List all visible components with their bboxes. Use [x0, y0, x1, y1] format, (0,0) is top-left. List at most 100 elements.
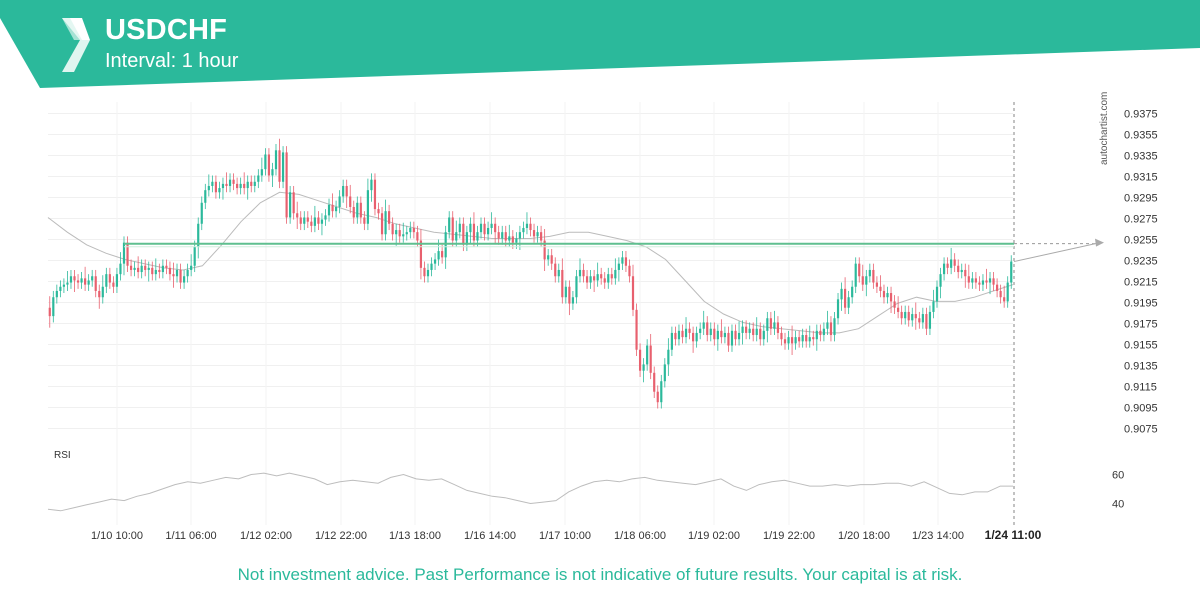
candle-body: [833, 318, 836, 336]
candle-body: [165, 265, 168, 268]
candle-body: [437, 251, 440, 260]
candle-body: [366, 190, 369, 224]
candle-body: [695, 332, 698, 342]
candle-body: [872, 269, 875, 283]
candle-body: [441, 251, 444, 258]
candle-body: [815, 330, 818, 340]
candle-body: [52, 297, 55, 317]
autochartist-logo-icon: [62, 18, 90, 72]
candle-body: [600, 274, 603, 279]
candle-body: [497, 232, 500, 239]
candle-body: [494, 223, 497, 233]
y-tick-label: 0.9315: [1124, 172, 1158, 184]
candle-body: [313, 217, 316, 226]
candle-body: [614, 269, 617, 279]
candle-body: [476, 232, 479, 241]
candle-body: [914, 314, 917, 319]
candle-body: [543, 240, 546, 260]
header-background: [0, 0, 1200, 88]
disclaimer-text: Not investment advice. Past Performance …: [237, 565, 963, 584]
y-tick-label: 0.9275: [1124, 214, 1158, 226]
candle-body: [568, 286, 571, 304]
candle-body: [762, 330, 765, 340]
candle-body: [1003, 297, 1006, 302]
candle-body: [253, 181, 256, 186]
candle-body: [137, 267, 140, 273]
candle-body: [575, 276, 578, 298]
moving-average-line: [47, 191, 1014, 334]
candle-body: [66, 282, 69, 285]
chart-grid: [48, 102, 1015, 526]
candle-body: [455, 232, 458, 241]
candle-body: [582, 269, 585, 277]
candle-body: [108, 274, 111, 283]
candle-body: [508, 236, 511, 241]
x-tick-label: 1/12 02:00: [240, 530, 292, 542]
candle-body: [105, 274, 108, 287]
candle-body: [939, 274, 942, 287]
candle-body: [334, 206, 338, 212]
candle-body: [713, 328, 716, 340]
candle-body: [550, 255, 553, 264]
y-tick-label: 0.9335: [1124, 151, 1158, 163]
candle-body: [172, 274, 175, 277]
candle-body: [999, 290, 1002, 298]
candle-body: [409, 227, 412, 233]
candle-body: [511, 236, 514, 243]
y-tick-label: 0.9375: [1124, 109, 1158, 121]
candle-body: [624, 257, 628, 266]
candle-body: [840, 288, 843, 300]
x-tick-label: 1/19 22:00: [763, 530, 815, 542]
candle-body: [741, 326, 744, 333]
candle-body: [638, 349, 642, 371]
candle-body: [967, 276, 970, 283]
moving-average: [47, 191, 1014, 334]
candle-body: [706, 322, 709, 336]
instrument-title: USDCHF: [105, 14, 228, 46]
candle-body: [211, 181, 214, 186]
candle-body: [133, 267, 136, 270]
candle-body: [730, 330, 734, 346]
candle-body: [663, 364, 666, 382]
candle-body: [151, 267, 154, 275]
candle-body: [893, 301, 896, 308]
candle-body: [175, 269, 179, 277]
candle-body: [996, 284, 999, 291]
candle-body: [529, 223, 532, 231]
candle-body: [547, 255, 550, 260]
candle-body: [69, 276, 73, 283]
candle-body: [395, 230, 398, 235]
candle-body: [267, 154, 271, 176]
candle-body: [126, 242, 129, 266]
candle-body: [402, 234, 405, 237]
candle-body: [388, 211, 391, 224]
candle-body: [699, 328, 702, 333]
candle-body: [158, 269, 161, 273]
price-chart: 0.9375 0.9355 0.9335 0.9315 0.9295 0.9275 0.92…: [47, 92, 1158, 542]
candle-body: [670, 332, 673, 350]
candle-body: [578, 269, 582, 277]
candle-body: [373, 179, 377, 210]
candle-body: [462, 223, 465, 245]
candle-body: [684, 328, 688, 338]
candle-body: [144, 265, 147, 270]
candle-body: [214, 181, 217, 193]
candle-body: [801, 335, 804, 342]
candle-body: [101, 286, 104, 298]
interval-label: Interval: 1 hour: [105, 50, 239, 72]
candle-body: [709, 328, 712, 336]
candle-body: [444, 232, 447, 258]
candle-body: [380, 213, 384, 235]
header-banner: USDCHF Interval: 1 hour: [0, 0, 1200, 90]
candle-body: [243, 183, 246, 189]
candle-body: [674, 332, 677, 340]
candle-body: [310, 221, 313, 226]
candle-body: [748, 328, 751, 333]
x-tick-label: 1/10 10:00: [91, 530, 143, 542]
y-tick-label: 0.9095: [1124, 402, 1158, 414]
candle-body: [861, 276, 864, 285]
candlestick-series: [48, 138, 1013, 409]
candle-body: [745, 326, 748, 333]
candle-body: [91, 276, 94, 281]
candle-body: [278, 150, 281, 182]
